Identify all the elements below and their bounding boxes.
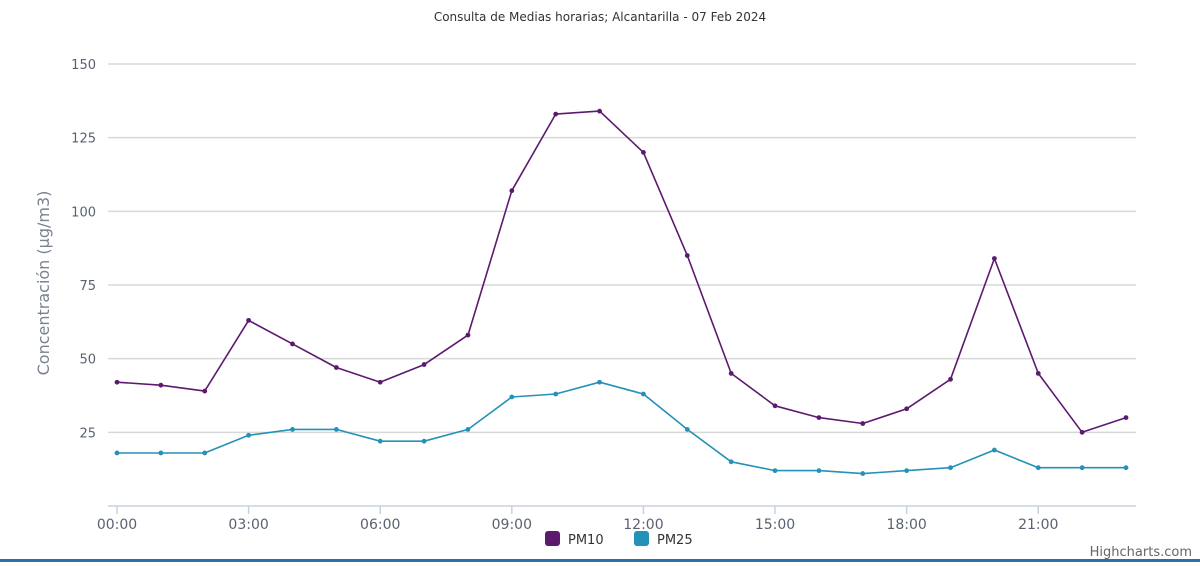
legend-swatch (634, 531, 649, 546)
pm25-data-point[interactable] (684, 426, 690, 432)
legend[interactable]: PM10 PM25 (545, 531, 693, 548)
pm25-series-line (117, 381, 1126, 475)
pm10-data-point[interactable] (860, 421, 866, 426)
pm25-data-point[interactable] (509, 394, 515, 400)
x-axis: 00:00 03:00 06:00 09:00 12:00 15:00 18:00 21:00 (97, 505, 1136, 533)
x-tick-label: 12:00 (623, 517, 663, 533)
chart-title: Consulta de Medias horarias; Alcantarill… (434, 10, 766, 24)
pm10-data-point[interactable] (333, 365, 339, 370)
y-tick-label: 125 (71, 132, 96, 147)
pm10-data-point[interactable] (684, 253, 690, 258)
legend-swatch (545, 531, 560, 546)
pm25-data-point[interactable] (728, 459, 734, 465)
pm25-data-point[interactable] (465, 426, 471, 432)
pm25-data-point[interactable] (772, 468, 778, 474)
x-tick-label: 03:00 (228, 517, 268, 533)
pm25-data-point[interactable] (860, 471, 866, 476)
pm10-data-point[interactable] (597, 108, 602, 114)
pm25-data-point[interactable] (421, 438, 427, 444)
x-tick-label: 00:00 (97, 517, 137, 533)
pm25-data-point[interactable] (114, 450, 120, 456)
pm25-data-point[interactable] (246, 432, 252, 438)
pm25-data-point[interactable] (553, 391, 559, 397)
pm10-data-point[interactable] (948, 376, 953, 382)
pm25-data-point[interactable] (904, 468, 910, 474)
pm10-data-point[interactable] (728, 371, 734, 376)
pm10-series-line (116, 110, 1127, 434)
pm10-data-point[interactable] (246, 317, 252, 323)
legend-item-pm25[interactable]: PM25 (634, 531, 693, 548)
legend-item-pm10[interactable]: PM10 (545, 531, 604, 548)
pm10-data-point[interactable] (641, 150, 646, 155)
pm25-data-point[interactable] (333, 426, 339, 432)
y-tick-label: 75 (79, 279, 96, 294)
pm10-data-point[interactable] (772, 403, 778, 409)
pm25-data-point[interactable] (948, 465, 953, 471)
grid-lines (108, 63, 1136, 434)
x-tick-label: 21:00 (1018, 517, 1058, 533)
pm10-data-point[interactable] (114, 379, 120, 385)
pm25-data-point[interactable] (377, 438, 383, 444)
pm10-data-point[interactable] (377, 379, 383, 385)
pm10-data-point[interactable] (904, 406, 910, 412)
pm25-data-point[interactable] (1123, 465, 1129, 471)
y-axis: 25 50 75 100 125 150 (71, 58, 96, 441)
pm10-data-point[interactable] (421, 362, 427, 367)
pm10-data-point[interactable] (1079, 429, 1085, 435)
pm25-data-point[interactable] (816, 468, 822, 474)
pm25-data-point[interactable] (641, 391, 646, 397)
pm10-data-point[interactable] (290, 341, 295, 347)
pm25-data-point[interactable] (158, 450, 164, 456)
pm10-data-point[interactable] (553, 111, 559, 117)
series-layer (114, 108, 1129, 476)
y-tick-label: 100 (71, 205, 96, 220)
pm10-data-point[interactable] (509, 188, 515, 194)
pm10-data-point[interactable] (158, 382, 164, 388)
x-tick-label: 15:00 (755, 517, 795, 533)
x-tick-label: 18:00 (886, 517, 926, 533)
pm25-data-point[interactable] (991, 447, 997, 453)
pm25-data-point[interactable] (290, 426, 295, 432)
legend-label: PM10 (568, 533, 604, 548)
x-tick-label: 06:00 (360, 517, 400, 533)
credits-link[interactable]: Highcharts.com (1090, 545, 1192, 560)
legend-label: PM25 (657, 533, 693, 548)
y-axis-title: Concentración (µg/m3) (34, 191, 53, 376)
pm10-data-point[interactable] (1035, 371, 1041, 376)
pm25-data-point[interactable] (1079, 465, 1085, 471)
pm10-data-point[interactable] (465, 332, 471, 338)
y-tick-label: 150 (71, 58, 96, 73)
pm25-data-point[interactable] (202, 450, 208, 456)
pm10-data-point[interactable] (991, 256, 997, 261)
pm25-data-point[interactable] (1035, 465, 1041, 471)
pm25-data-point[interactable] (597, 379, 602, 385)
pm10-data-point[interactable] (816, 415, 822, 420)
y-tick-label: 25 (79, 426, 96, 441)
bottom-rule (0, 559, 1200, 562)
x-tick-label: 09:00 (492, 517, 532, 533)
y-tick-label: 50 (79, 353, 96, 368)
pm10-data-point[interactable] (202, 388, 208, 394)
pm10-data-point[interactable] (1123, 415, 1129, 420)
